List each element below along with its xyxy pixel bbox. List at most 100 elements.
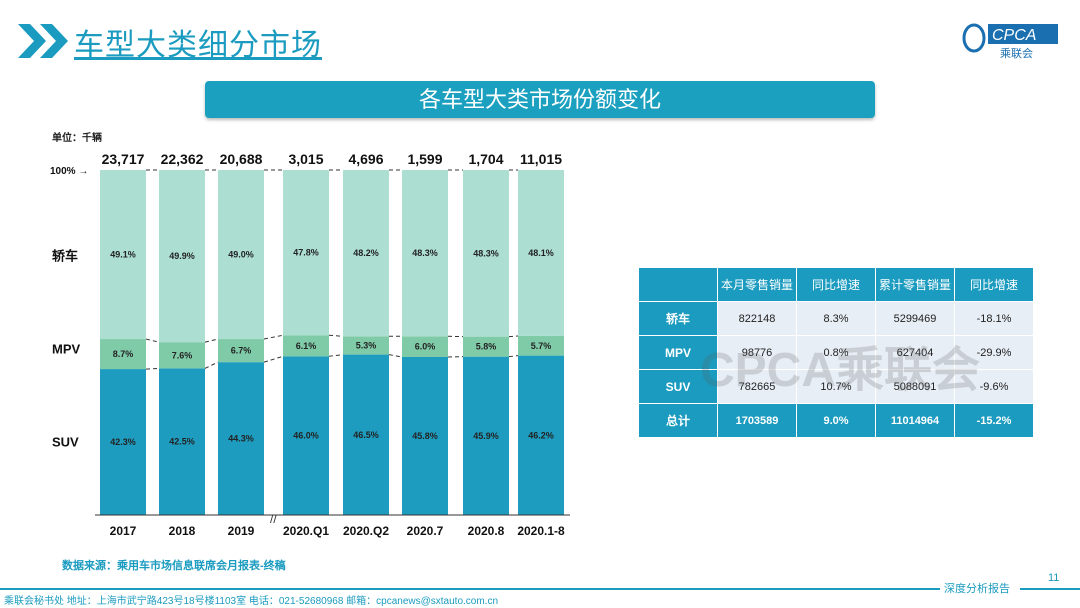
total-label: 22,362 <box>161 151 204 167</box>
footer-divider <box>1020 588 1080 590</box>
table-cell: -15.2% <box>955 404 1033 437</box>
connector-line <box>145 367 160 370</box>
x-tick-label: 2017 <box>110 524 137 538</box>
total-label: 20,688 <box>220 151 263 167</box>
total-label: 3,015 <box>288 151 323 167</box>
report-label: 深度分析报告 <box>944 582 1010 595</box>
x-tick-label: 2018 <box>169 524 196 538</box>
table-header: 本月零售销量 <box>718 268 796 301</box>
total-label: 23,717 <box>102 151 145 167</box>
bar-segment-轿车 <box>343 170 389 337</box>
table-cell: 11014964 <box>876 404 954 437</box>
bar-segment-mpv <box>402 336 448 357</box>
table-cell: 5088091 <box>876 370 954 403</box>
connector-line <box>388 354 403 358</box>
sales-table: 本月零售销量 同比增速 累计零售销量 同比增速 轿车 822148 8.3% 5299… <box>638 267 1034 438</box>
page-number: 11 <box>1048 572 1060 584</box>
bar-segment-轿车 <box>283 170 329 336</box>
total-label: 4,696 <box>348 151 383 167</box>
table-header: 同比增速 <box>955 268 1033 301</box>
bar-segment-suv <box>518 355 564 515</box>
row-label: SUV <box>639 370 717 403</box>
bar-segment-mpv <box>218 339 264 363</box>
data-source: 数据来源：乘用车市场信息联席会月报表-终稿 <box>62 560 286 572</box>
axis-break-icon: // <box>270 512 277 526</box>
table-row: 轿车 822148 8.3% 5299469 -18.1% <box>639 302 1033 335</box>
bar-segment-suv <box>283 356 329 515</box>
data-label: 42.3% <box>110 437 136 447</box>
data-label: 6.1% <box>296 341 317 351</box>
bar-segment-mpv <box>159 342 205 369</box>
data-label: 46.0% <box>293 431 319 441</box>
connector-line <box>328 354 344 357</box>
bar-segment-mpv <box>343 336 389 355</box>
total-label: 1,599 <box>407 151 442 167</box>
data-label: 45.9% <box>473 431 499 441</box>
data-label: 46.2% <box>528 430 554 440</box>
connector-line <box>263 355 284 363</box>
connector-line <box>263 334 284 340</box>
row-label: 总计 <box>639 404 717 437</box>
x-tick-label: 2020.Q1 <box>283 524 329 538</box>
bar-segment-suv <box>402 356 448 515</box>
series-label-mpv: MPV <box>52 341 81 356</box>
connector-line <box>328 334 344 337</box>
page-title: 车型大类细分市场 <box>74 29 322 62</box>
table-row: SUV 782665 10.7% 5088091 -9.6% <box>639 370 1033 403</box>
data-label: 42.5% <box>169 437 195 447</box>
series-label-sedan: 轿车 <box>52 248 78 263</box>
table-cell: 9.0% <box>797 404 875 437</box>
table-header: 同比增速 <box>797 268 875 301</box>
total-label: 11,015 <box>520 151 562 167</box>
data-label: 48.3% <box>412 248 438 258</box>
unit-label: 单位：千辆 <box>52 133 102 144</box>
data-label: 48.2% <box>353 248 379 258</box>
table-cell: 5299469 <box>876 302 954 335</box>
data-label: 49.1% <box>110 250 136 260</box>
bar-segment-轿车 <box>218 170 264 340</box>
table-cell: 8.3% <box>797 302 875 335</box>
bar-segment-mpv <box>283 335 329 357</box>
x-tick-label: 2020.8 <box>468 524 505 538</box>
chart-title-banner: 各车型大类市场份额变化 <box>205 81 875 118</box>
table-cell: 1703589 <box>718 404 796 437</box>
x-tick-label: 2020.1-8 <box>517 524 565 538</box>
table-cell: 0.8% <box>797 336 875 369</box>
table-header <box>639 268 717 301</box>
table-cell: 98776 <box>718 336 796 369</box>
table-cell: -9.6% <box>955 370 1033 403</box>
data-label: 45.8% <box>412 431 438 441</box>
bar-segment-mpv <box>463 336 509 357</box>
data-label: 49.0% <box>228 250 254 260</box>
data-label: 8.7% <box>113 349 134 359</box>
stacked-bar-chart: 42.3% 8.7% 49.1% 23,717 2017 42.5% 7.6% 49.9% 22… <box>50 151 570 538</box>
x-tick-label: 2020.Q2 <box>343 524 389 538</box>
data-label: 7.6% <box>172 350 193 360</box>
connector-line <box>204 338 219 343</box>
total-label: 1,704 <box>468 151 503 167</box>
cpca-logo: CPCA 乘联会 <box>960 20 1060 60</box>
svg-text:CPCA: CPCA <box>992 27 1036 44</box>
bar-segment-轿车 <box>100 170 146 340</box>
data-label: 46.5% <box>353 430 379 440</box>
data-label: 6.0% <box>415 342 436 352</box>
connector-line <box>508 335 519 338</box>
data-label: 49.9% <box>169 251 195 261</box>
data-label: 44.3% <box>228 434 254 444</box>
connector-line <box>145 338 160 343</box>
bar-segment-suv <box>218 362 264 515</box>
bar-segment-mpv <box>100 339 146 370</box>
data-label: 5.8% <box>476 342 497 352</box>
row-label: MPV <box>639 336 717 369</box>
connector-line <box>204 361 219 369</box>
bar-segment-轿车 <box>463 170 509 337</box>
data-label: 48.1% <box>528 248 554 258</box>
data-label: 5.7% <box>531 341 552 351</box>
footer-divider <box>0 588 940 590</box>
bar-segment-轿车 <box>518 170 564 336</box>
series-label-suv: SUV <box>52 435 79 450</box>
table-header-row: 本月零售销量 同比增速 累计零售销量 同比增速 <box>639 268 1033 301</box>
table-cell: 822148 <box>718 302 796 335</box>
table-cell: 627404 <box>876 336 954 369</box>
bar-segment-轿车 <box>402 170 448 337</box>
